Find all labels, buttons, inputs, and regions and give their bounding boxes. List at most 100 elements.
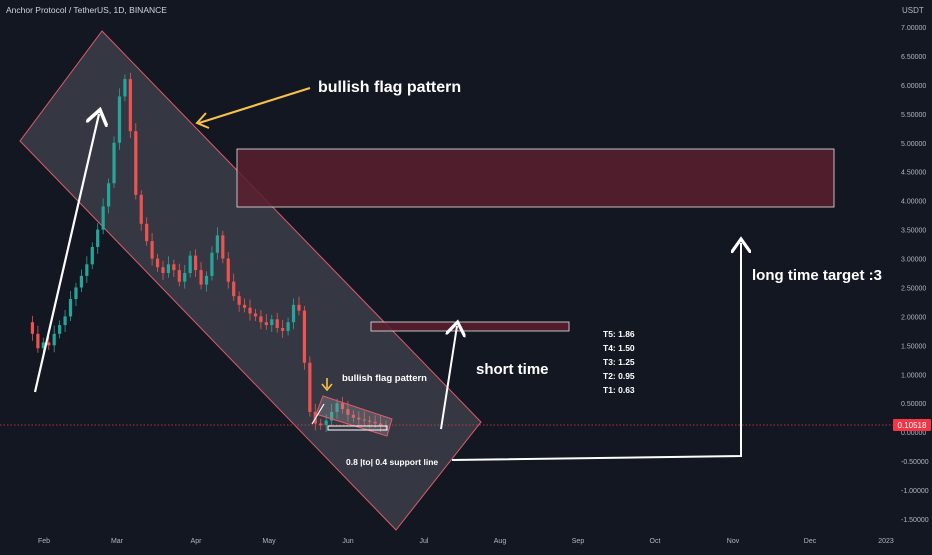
candle-body xyxy=(150,241,154,259)
short-term-label: short time xyxy=(476,361,549,378)
targets-list: T5: 1.86 T4: 1.50 T3: 1.25 T2: 0.95 T1: 0.63 xyxy=(603,329,635,395)
candle-body xyxy=(63,316,67,326)
y-tick-label: -0.50000 xyxy=(901,459,929,466)
candle-body xyxy=(36,333,40,349)
candle-body xyxy=(362,419,366,421)
long-term-label: long time target :3 xyxy=(752,267,882,284)
price-tag: 0.10518 xyxy=(898,421,927,430)
x-tick-label: Jul xyxy=(420,538,429,545)
x-tick-label: Dec xyxy=(804,538,817,545)
flag-main-label: bullish flag pattern xyxy=(318,79,461,96)
candle-body xyxy=(161,267,165,273)
candle-body xyxy=(172,264,176,271)
candle-body xyxy=(226,258,230,282)
candle-body xyxy=(106,183,111,207)
candle-body xyxy=(248,307,252,314)
candle-body xyxy=(253,313,258,317)
short-term-arrow xyxy=(440,326,457,430)
currency-label: USDT xyxy=(902,6,924,15)
y-tick-label: 7.00000 xyxy=(901,25,926,32)
candle-body xyxy=(302,310,307,363)
y-tick-label: 3.00000 xyxy=(901,257,926,264)
candle-body xyxy=(123,79,127,97)
candle-body xyxy=(41,342,45,349)
candle-body xyxy=(275,319,279,328)
y-tick-label: 4.00000 xyxy=(901,199,926,206)
flag-pointer-arrowhead xyxy=(195,112,210,129)
candle-body xyxy=(74,287,78,300)
x-tick-label: Jun xyxy=(342,538,353,545)
x-tick-label: May xyxy=(262,538,276,545)
small-flag-pointer xyxy=(321,378,333,392)
candle-body xyxy=(264,322,268,326)
candle-body xyxy=(68,299,73,317)
support-label: 0.8 |to| 0.4 support line xyxy=(346,457,438,467)
y-tick-label: -1.00000 xyxy=(901,488,929,495)
candle-body xyxy=(85,264,89,276)
candles xyxy=(30,72,388,433)
y-tick-label: 1.50000 xyxy=(901,343,926,350)
y-tick-label: 0.00000 xyxy=(901,430,926,437)
candle-body xyxy=(145,223,149,242)
candle-body xyxy=(166,264,171,273)
y-tick-label: 6.50000 xyxy=(901,54,926,61)
target-label: T3: 1.25 xyxy=(603,357,635,367)
candle-body xyxy=(259,316,263,323)
candle-body xyxy=(351,414,355,418)
candle-body xyxy=(221,235,225,259)
x-tick-label: 2023 xyxy=(878,538,894,545)
candle-body xyxy=(204,275,209,285)
candle-body xyxy=(52,333,56,346)
y-tick-label: 5.00000 xyxy=(901,141,926,148)
candle-body xyxy=(281,327,285,331)
candle-body xyxy=(188,255,192,273)
candle-body xyxy=(194,255,198,271)
candle-body xyxy=(319,423,323,426)
flag-small-label: bullish flag pattern xyxy=(342,373,427,384)
candle-body xyxy=(134,131,138,195)
candle-body xyxy=(340,403,345,410)
y-tick-label: -1.50000 xyxy=(901,517,929,524)
candle-body xyxy=(139,194,143,224)
small-rally-arrow xyxy=(311,403,325,425)
y-tick-label: 0.50000 xyxy=(901,401,926,408)
x-tick-label: Mar xyxy=(111,538,124,545)
candle-body xyxy=(96,229,100,247)
candle-body xyxy=(199,270,203,285)
short-term-target-zone xyxy=(370,321,570,332)
price-tag-box xyxy=(893,419,931,431)
candle-body xyxy=(90,246,94,265)
candle-body xyxy=(308,362,312,412)
target-label: T2: 0.95 xyxy=(603,371,635,381)
candle-body xyxy=(177,270,181,282)
y-tick-label: 2.00000 xyxy=(901,314,926,321)
y-tick-label: 5.50000 xyxy=(901,112,926,119)
candle-body xyxy=(155,258,160,268)
candle-body xyxy=(47,342,51,346)
candle-body xyxy=(101,206,105,230)
candle-body xyxy=(346,409,350,415)
x-tick-label: Aug xyxy=(494,538,507,545)
y-tick-label: 4.50000 xyxy=(901,170,926,177)
candle-body xyxy=(210,252,214,276)
chart-title: Anchor Protocol / TetherUS, 1D, BINANCE xyxy=(6,5,167,15)
target-label: T5: 1.86 xyxy=(603,329,635,339)
candle-body xyxy=(324,420,328,426)
candle-body xyxy=(286,322,290,331)
x-tick-label: Oct xyxy=(650,538,661,545)
candle-body xyxy=(330,411,334,421)
candle-body xyxy=(297,304,301,311)
candle-body xyxy=(112,142,116,184)
support-box xyxy=(327,425,388,431)
candle-body xyxy=(232,281,236,297)
target-label: T1: 0.63 xyxy=(603,385,635,395)
candle-body xyxy=(270,319,274,326)
target-label: T4: 1.50 xyxy=(603,343,635,353)
candle-body xyxy=(215,235,219,253)
candle-body xyxy=(117,96,122,143)
x-tick-label: Feb xyxy=(38,538,50,545)
candle-body xyxy=(357,417,361,420)
flag-pointer-arrow xyxy=(198,86,311,125)
